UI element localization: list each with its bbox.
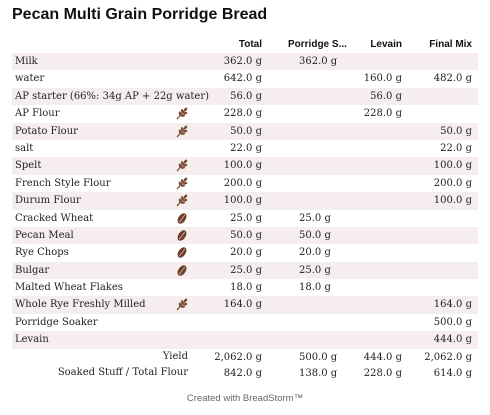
porridge-cell: 25.0 g <box>299 264 331 276</box>
final-mix-cell: 100.0 g <box>433 195 472 207</box>
final-mix-cell: 164.0 g <box>433 299 472 311</box>
table-row[interactable]: AP Flour 228.0 g 228.0 g <box>12 105 478 122</box>
final-mix-cell: 50.0 g <box>440 125 472 137</box>
ingredient-name: Rye Chops <box>15 247 69 259</box>
column-header-levain[interactable]: Levain <box>370 39 402 50</box>
final-mix-cell: 444.0 g <box>433 334 472 346</box>
total-cell: 228.0 g <box>223 108 262 120</box>
ingredient-name: Potato Flour <box>15 125 78 137</box>
total-cell: 56.0 g <box>230 90 262 102</box>
table-row[interactable]: Durum Flour 100.0 g 100.0 g <box>12 192 478 210</box>
total-cell: 50.0 g <box>230 229 262 241</box>
ingredient-name: Cracked Wheat <box>15 212 94 224</box>
column-header-final-mix[interactable]: Final Mix <box>429 39 472 50</box>
table-row[interactable]: French Style Flour 200.0 g 200.0 g <box>12 175 478 192</box>
summary-rows: Yield 2,062.0 g 500.0 g 444.0 g 2,062.0 g Soa… <box>12 349 478 381</box>
column-header-porridge[interactable]: Porridge S... <box>288 39 347 50</box>
summary-final-mix: 2,062.0 g <box>424 351 472 363</box>
table-row[interactable]: AP starter (66%: 34g AP + 22g water) 56.0… <box>12 87 478 106</box>
total-cell: 164.0 g <box>223 299 262 311</box>
total-cell: 200.0 g <box>223 177 262 189</box>
wheat-icon <box>175 159 189 172</box>
ingredient-name: salt <box>15 142 34 154</box>
total-cell: 18.0 g <box>230 282 262 294</box>
grain-icon <box>175 246 189 259</box>
ingredient-name: Milk <box>15 56 38 67</box>
final-mix-cell: 200.0 g <box>433 177 472 189</box>
total-cell: 25.0 g <box>230 264 262 276</box>
grain-icon <box>175 229 189 242</box>
ingredient-name: Malted Wheat Flakes <box>15 282 123 294</box>
summary-total: 2,062.0 g <box>214 351 262 363</box>
ingredient-name: AP starter (66%: 34g AP + 22g water) <box>15 90 210 102</box>
total-cell: 362.0 g <box>223 56 262 67</box>
table-header: Total Porridge S... Levain Final Mix <box>12 36 478 53</box>
total-cell: 642.0 g <box>223 73 262 85</box>
page-title: Pecan Multi Grain Porridge Bread <box>12 6 268 23</box>
porridge-cell: 20.0 g <box>299 247 331 259</box>
summary-porridge: 500.0 g <box>299 351 338 363</box>
grain-icon <box>175 212 189 225</box>
table-row[interactable]: Whole Rye Freshly Milled 164.0 g 164.0 g <box>12 296 478 314</box>
ingredient-name: Levain <box>15 334 49 346</box>
summary-final-mix: 614.0 g <box>433 367 472 379</box>
table-row[interactable]: salt 22.0 g 22.0 g <box>12 140 478 157</box>
ingredient-name: Pecan Meal <box>15 229 74 241</box>
ingredient-name: Spelt <box>15 160 42 172</box>
table-row[interactable]: Rye Chops 20.0 g 20.0 g <box>12 244 478 261</box>
table-row[interactable]: Potato Flour 50.0 g 50.0 g <box>12 122 478 140</box>
recipe-table: Total Porridge S... Levain Final Mix Mil… <box>12 36 478 381</box>
total-cell: 25.0 g <box>230 212 262 224</box>
levain-cell: 160.0 g <box>363 73 402 85</box>
summary-levain: 444.0 g <box>363 351 402 363</box>
total-cell: 100.0 g <box>223 160 262 172</box>
summary-porridge: 138.0 g <box>299 367 338 379</box>
table-row[interactable]: Cracked Wheat 25.0 g 25.0 g <box>12 210 478 227</box>
table-row[interactable]: Bulgar 25.0 g 25.0 g <box>12 261 478 280</box>
wheat-icon <box>175 194 189 207</box>
porridge-cell: 25.0 g <box>299 212 331 224</box>
ingredient-name: AP Flour <box>15 108 60 120</box>
table-row[interactable]: Spelt 100.0 g 100.0 g <box>12 157 478 175</box>
wheat-icon <box>175 107 189 120</box>
wheat-icon <box>175 125 189 138</box>
ingredient-name: Whole Rye Freshly Milled <box>15 299 146 311</box>
wheat-icon <box>175 177 189 190</box>
column-header-total[interactable]: Total <box>238 39 262 50</box>
total-cell: 20.0 g <box>230 247 262 259</box>
summary-row: Soaked Stuff / Total Flour 842.0 g 138.0 g… <box>12 365 478 381</box>
total-cell: 100.0 g <box>223 195 262 207</box>
final-mix-cell: 100.0 g <box>433 160 472 172</box>
footer-credit: Created with BreadStorm™ <box>186 393 304 404</box>
porridge-cell: 362.0 g <box>299 56 338 67</box>
table-row[interactable]: Pecan Meal 50.0 g 50.0 g <box>12 226 478 245</box>
ingredient-name: Bulgar <box>15 264 50 276</box>
ingredient-name: Durum Flour <box>15 195 81 207</box>
summary-levain: 228.0 g <box>363 367 402 379</box>
table-row[interactable]: water 642.0 g 160.0 g 482.0 g <box>12 70 478 87</box>
total-cell: 22.0 g <box>230 142 262 154</box>
ingredient-name: French Style Flour <box>15 177 111 189</box>
wheat-icon <box>175 298 189 311</box>
table-row[interactable]: Malted Wheat Flakes 18.0 g 18.0 g <box>12 279 478 296</box>
ingredient-name: Porridge Soaker <box>15 316 98 328</box>
summary-label: Yield <box>162 350 188 362</box>
ingredient-name: water <box>15 73 45 85</box>
grain-icon <box>175 264 189 277</box>
final-mix-cell: 500.0 g <box>433 316 472 328</box>
levain-cell: 228.0 g <box>363 108 402 120</box>
table-row[interactable]: Porridge Soaker 500.0 g <box>12 314 478 331</box>
summary-label: Soaked Stuff / Total Flour <box>57 366 188 378</box>
ingredient-rows: Milk 362.0 g 362.0 g water 642.0 g 160.0 g 482… <box>12 53 478 349</box>
levain-cell: 56.0 g <box>370 90 402 102</box>
table-row[interactable]: Levain 444.0 g <box>12 331 478 349</box>
porridge-cell: 50.0 g <box>299 229 331 241</box>
total-cell: 50.0 g <box>230 125 262 137</box>
summary-row: Yield 2,062.0 g 500.0 g 444.0 g 2,062.0 g <box>12 349 478 365</box>
table-row[interactable]: Milk 362.0 g 362.0 g <box>12 53 478 71</box>
final-mix-cell: 482.0 g <box>433 73 472 85</box>
summary-total: 842.0 g <box>223 367 262 379</box>
final-mix-cell: 22.0 g <box>440 142 472 154</box>
porridge-cell: 18.0 g <box>299 282 331 294</box>
